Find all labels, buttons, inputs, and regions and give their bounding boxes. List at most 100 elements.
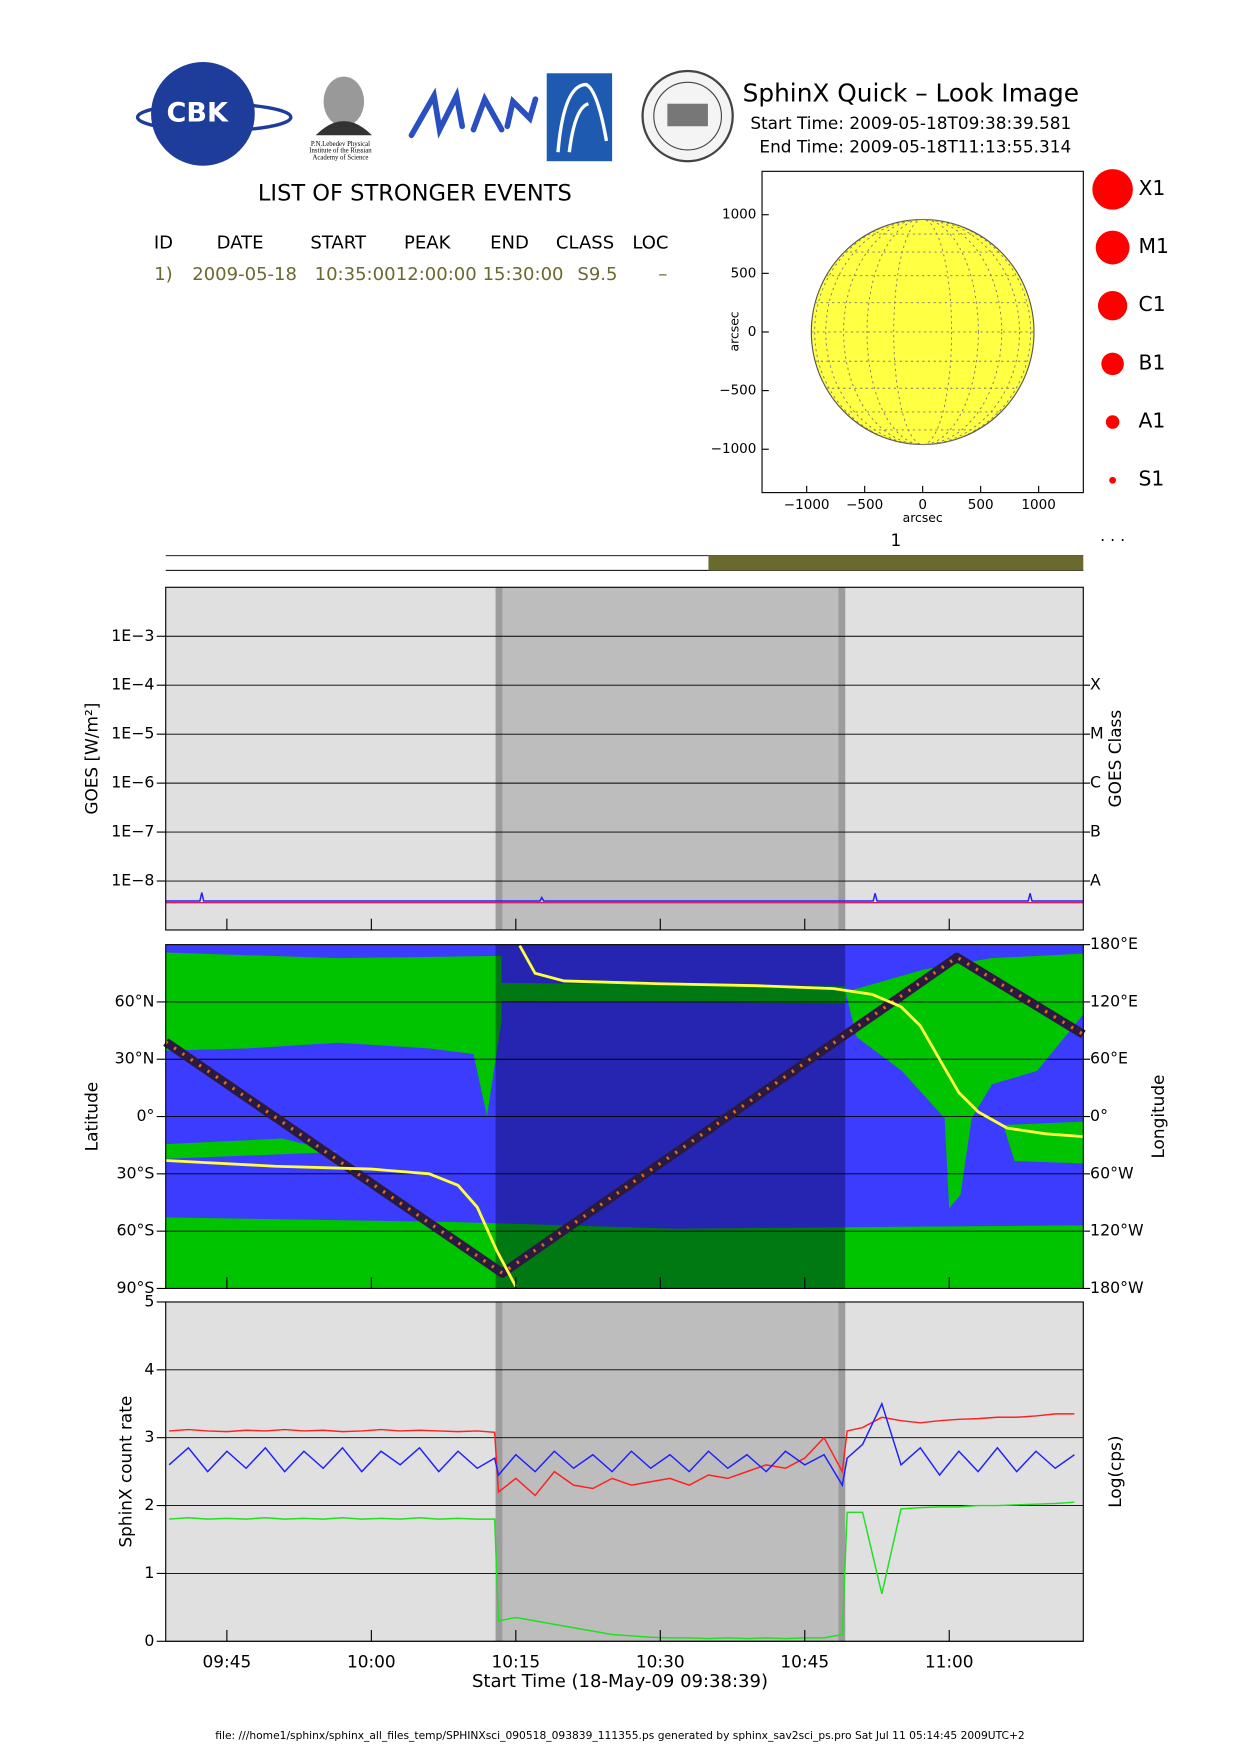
y2-tick-label: C	[1090, 773, 1101, 792]
y-tick-label: −500	[719, 383, 756, 399]
y-tick-label: −1000	[711, 441, 757, 457]
x-axis-label: Start Time (18-May-09 09:38:39)	[472, 1671, 768, 1692]
x-tick-label: 09:45	[203, 1652, 252, 1672]
land	[165, 1138, 339, 1159]
shade-edge	[838, 587, 846, 930]
shade-edge	[495, 1301, 503, 1642]
column-header: LOC	[632, 232, 668, 253]
y-tick-label: 1000	[722, 207, 756, 223]
more: · · ·	[1100, 531, 1125, 550]
column-header: ID	[154, 232, 173, 253]
event-cell: 1)	[154, 264, 173, 285]
y-tick-label: 1E−4	[111, 675, 154, 694]
y-axis-label: Latitude	[81, 1082, 101, 1152]
shade-edge	[495, 587, 503, 930]
column-header: PEAK	[404, 232, 452, 253]
title: SphinX Quick – Look Image	[743, 79, 1079, 108]
column-header: END	[490, 232, 529, 253]
class-label: S1	[1139, 467, 1165, 491]
y2-tick-label: 60°E	[1090, 1049, 1128, 1068]
class-marker	[1097, 291, 1128, 321]
land	[165, 1217, 1084, 1289]
y2-tick-label: 60°W	[1090, 1163, 1134, 1182]
class-label: C1	[1139, 292, 1166, 316]
events-title: LIST OF STRONGER EVENTS	[258, 180, 572, 206]
frame	[165, 586, 1084, 931]
column-header: CLASS	[556, 232, 614, 253]
ground-track-points	[164, 955, 1085, 1276]
y-tick-label: 4	[144, 1359, 154, 1378]
x-tick-label: 10:15	[491, 1652, 540, 1672]
y-tick-label: 30°N	[115, 1049, 155, 1068]
x-tick-label: 10:45	[780, 1652, 829, 1672]
y-tick-label: 0°	[137, 1106, 155, 1125]
y-tick-label: 1E−7	[111, 822, 154, 841]
solar-disk	[810, 218, 1035, 446]
x-axis-label: arcsec	[903, 510, 943, 525]
series-line	[168, 1401, 1075, 1488]
column-header: DATE	[217, 232, 264, 253]
y-tick-label: 90°S	[116, 1278, 154, 1297]
y-axis-label: arcsec	[726, 311, 741, 351]
y2-tick-label: 120°W	[1090, 1221, 1144, 1240]
y-tick-label: 1E−3	[111, 626, 154, 645]
land	[501, 982, 846, 1004]
y2-tick-label: 120°E	[1090, 991, 1138, 1010]
event-label: 1	[890, 530, 901, 550]
y-tick-label: 60°S	[116, 1221, 154, 1240]
y-tick-label: 5	[144, 1291, 154, 1310]
x-tick-label: 500	[968, 497, 994, 513]
logo-caption: Institute of the Russian	[309, 148, 372, 155]
series-line	[165, 892, 1084, 902]
y-tick-label: 3	[144, 1427, 154, 1446]
x-tick-label: 10:00	[347, 1652, 396, 1672]
y2-axis-label: Log(cps)	[1105, 1436, 1125, 1508]
y2-tick-label: X	[1090, 675, 1101, 694]
y2-axis-label: GOES Class	[1105, 710, 1125, 808]
y2-axis-label: Longitude	[1148, 1075, 1168, 1159]
y2-tick-label: 180°W	[1090, 1278, 1144, 1297]
x-tick-label: 10:30	[636, 1652, 685, 1672]
y-tick-label: 30°S	[116, 1163, 154, 1182]
end-time: End Time: 2009-05-18T11:13:55.314	[759, 137, 1071, 157]
y2-tick-label: B	[1090, 822, 1101, 841]
event-cell: 2009-05-18	[192, 264, 297, 285]
logos: CBK P.N.Lebedev Physical Institute of th…	[135, 61, 734, 166]
x-tick-label: −1000	[784, 497, 830, 513]
y2-tick-label: 0°	[1090, 1106, 1108, 1125]
class-marker	[1109, 476, 1116, 484]
x-tick-label: −500	[846, 497, 883, 513]
class-marker	[1101, 352, 1124, 376]
class-label: X1	[1139, 176, 1166, 200]
x-tick-label: 11:00	[925, 1652, 974, 1672]
y2-tick-label: 180°E	[1090, 934, 1138, 953]
x-tick-label: 1000	[1021, 497, 1055, 513]
class-label: M1	[1139, 234, 1169, 258]
class-marker	[1095, 230, 1130, 265]
y2-tick-label: M	[1090, 724, 1104, 743]
meridian	[814, 218, 1032, 445]
footer: file: ///home1/sphinx/sphinx_all_files_t…	[215, 1729, 1024, 1742]
class-marker	[1105, 415, 1120, 429]
y-axis-label: SphinX count rate	[115, 1396, 135, 1548]
meridian	[825, 218, 1020, 445]
logo-caption: P.N.Lebedev Physical	[311, 141, 370, 148]
disk-grid	[811, 218, 1035, 445]
event-cell: S9.5	[577, 264, 617, 285]
frame	[165, 944, 1084, 1290]
shaded-interval	[495, 587, 846, 930]
y2-tick-label: A	[1090, 871, 1101, 890]
column-header: START	[310, 232, 367, 253]
y-tick-label: 1	[144, 1563, 154, 1582]
y-tick-label: 60°N	[115, 991, 155, 1010]
y-tick-label: 0	[748, 324, 757, 340]
event-cell: 10:35:00	[315, 264, 396, 285]
event-cell: –	[658, 264, 667, 285]
y-tick-label: 1E−5	[111, 724, 154, 743]
meridian	[843, 218, 1003, 445]
land	[1003, 1121, 1084, 1164]
class-label: A1	[1139, 409, 1166, 433]
y-axis-label: GOES [W/m²]	[81, 703, 101, 815]
